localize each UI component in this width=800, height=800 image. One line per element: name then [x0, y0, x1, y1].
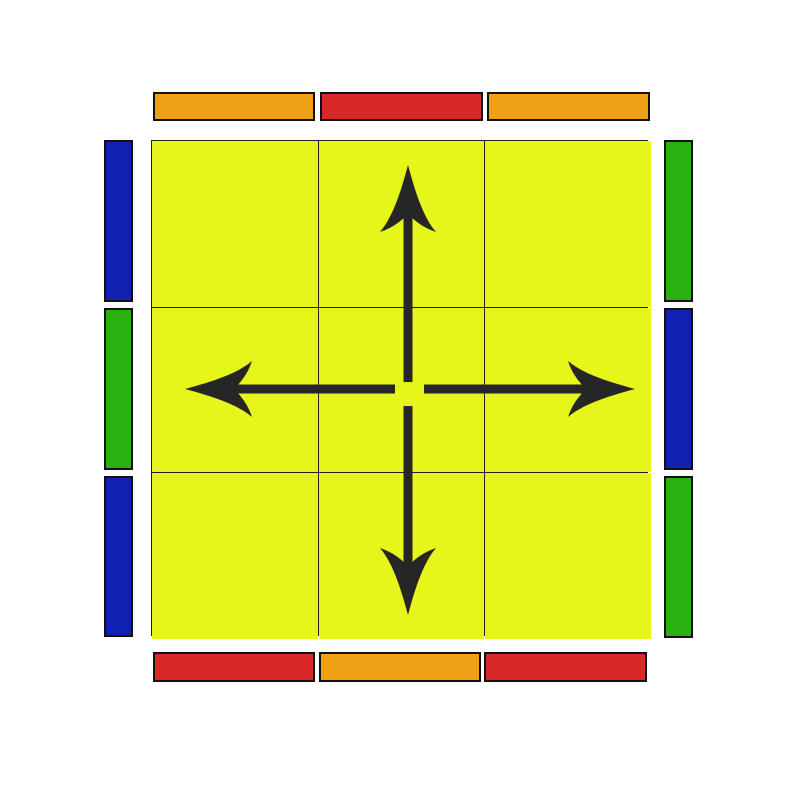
top-strip-right	[487, 92, 650, 121]
left-strip-middle	[104, 308, 133, 470]
bottom-strip-middle	[319, 652, 481, 682]
face-cell-center	[319, 308, 484, 472]
right-strip-middle	[664, 308, 693, 470]
face-cell	[152, 473, 318, 639]
face-grid	[151, 140, 651, 639]
face-cell	[319, 141, 484, 307]
bottom-strip-right	[484, 652, 647, 682]
face-cell	[485, 308, 651, 472]
face-cell	[152, 308, 318, 472]
left-strip-top	[104, 140, 133, 302]
face-cell	[319, 473, 484, 639]
top-strip-middle	[320, 92, 483, 121]
face-cell	[485, 473, 651, 639]
face-cell	[485, 141, 651, 307]
right-strip-bottom	[664, 476, 693, 638]
left-strip-bottom	[104, 476, 133, 637]
top-strip-left	[153, 92, 315, 121]
face-cell	[152, 141, 318, 307]
bottom-strip-left	[153, 652, 315, 682]
right-strip-top	[664, 140, 693, 302]
